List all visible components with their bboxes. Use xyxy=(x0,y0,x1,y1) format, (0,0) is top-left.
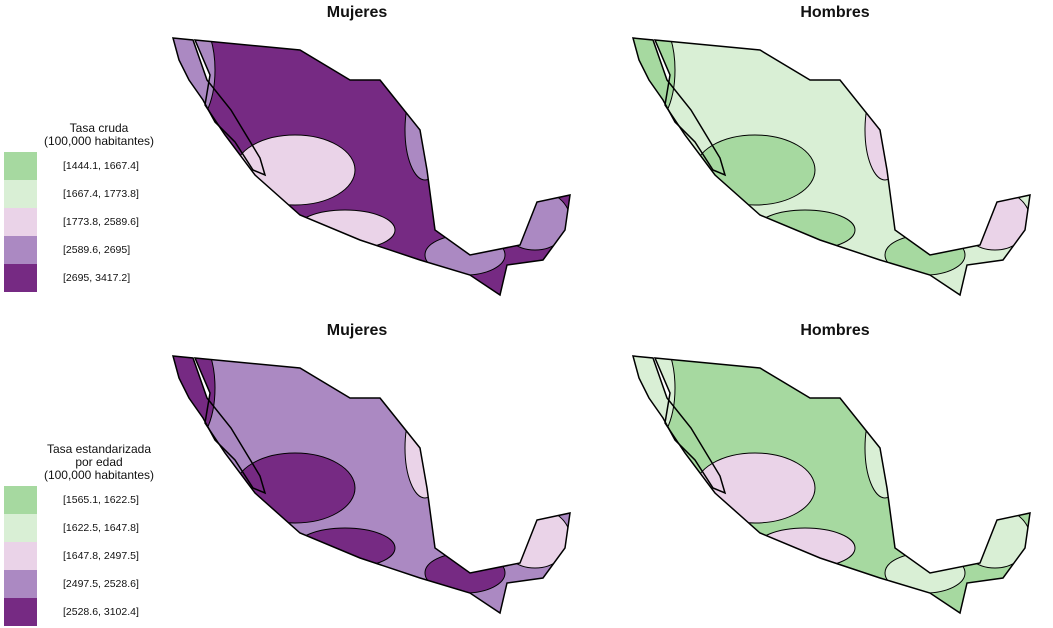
legend-label: [1647.8, 2497.5] xyxy=(63,550,139,562)
state-region xyxy=(884,552,966,594)
legend-swatch xyxy=(4,486,37,514)
legend-swatch xyxy=(4,152,37,180)
state-region xyxy=(864,79,906,181)
legend-label: [2695, 3417.2] xyxy=(63,272,131,284)
state-region xyxy=(499,189,570,251)
legend-item: [1444.1, 1667.4] xyxy=(4,152,234,180)
country-outline xyxy=(653,39,1031,297)
country-outline xyxy=(653,357,1031,615)
legend-item: [2497.5, 2528.6] xyxy=(4,570,234,598)
legend-swatch xyxy=(4,180,37,208)
panel-title: Mujeres xyxy=(326,322,388,339)
legend-item: [2695, 3417.2] xyxy=(4,264,234,292)
map-mujeres-estandarizada xyxy=(171,355,571,615)
panel-title: Hombres xyxy=(800,4,870,21)
state-region xyxy=(424,552,506,594)
legend-swatch xyxy=(4,264,37,292)
legend-swatch xyxy=(4,570,37,598)
legend-label: [2528.6, 3102.4] xyxy=(63,606,139,618)
state-region xyxy=(404,397,446,499)
country-outline xyxy=(171,355,267,495)
legend-swatch xyxy=(4,236,37,264)
country-outline xyxy=(193,357,571,615)
state-region xyxy=(754,527,856,569)
legend-item: [1667.4, 1773.8] xyxy=(4,180,234,208)
state-region xyxy=(424,234,506,276)
legend-label: [1444.1, 1667.4] xyxy=(63,160,139,172)
country-outline xyxy=(631,37,727,177)
legend-label: [1773.8, 2589.6] xyxy=(63,216,139,228)
state-region xyxy=(294,209,396,251)
state-region xyxy=(884,234,966,276)
legend-item: [1773.8, 2589.6] xyxy=(4,208,234,236)
legend-item: [1622.5, 1647.8] xyxy=(4,514,234,542)
legend-item: [2589.6, 2695] xyxy=(4,236,234,264)
state-region xyxy=(864,397,906,499)
legend-swatch xyxy=(4,542,37,570)
country-outline xyxy=(171,37,267,177)
legend-tasa-cruda: Tasa cruda (100,000 habitantes) [1444.1, … xyxy=(4,122,234,292)
state-region xyxy=(959,189,1030,251)
legend-label: [2497.5, 2528.6] xyxy=(63,578,139,590)
legend-tasa-estandarizada: Tasa estandarizada por edad (100,000 habit… xyxy=(4,443,234,626)
state-region xyxy=(404,79,446,181)
map-hombres-estandarizada xyxy=(631,355,1031,615)
state-region xyxy=(294,527,396,569)
country-outline xyxy=(193,39,571,297)
legend-item: [2528.6, 3102.4] xyxy=(4,598,234,626)
legend-title: Tasa estandarizada por edad (100,000 habit… xyxy=(43,442,155,482)
legend-label: [1622.5, 1647.8] xyxy=(63,522,139,534)
state-region xyxy=(754,209,856,251)
legend-item: [1647.8, 2497.5] xyxy=(4,542,234,570)
legend-label: [1667.4, 1773.8] xyxy=(63,188,139,200)
legend-label: [2589.6, 2695] xyxy=(63,244,131,256)
legend-item: [1565.1, 1622.5] xyxy=(4,486,234,514)
legend-swatch xyxy=(4,514,37,542)
state-region xyxy=(499,507,570,569)
panel-title: Hombres xyxy=(800,322,870,339)
legend-swatch xyxy=(4,208,37,236)
map-hombres-cruda xyxy=(631,37,1031,297)
map-mujeres-cruda xyxy=(171,37,571,297)
legend-label: [1565.1, 1622.5] xyxy=(63,494,139,506)
legend-swatch xyxy=(4,598,37,626)
panel-title: Mujeres xyxy=(326,4,388,21)
state-region xyxy=(959,507,1030,569)
legend-title: Tasa cruda (100,000 habitantes) xyxy=(43,121,155,148)
country-outline xyxy=(631,355,727,495)
